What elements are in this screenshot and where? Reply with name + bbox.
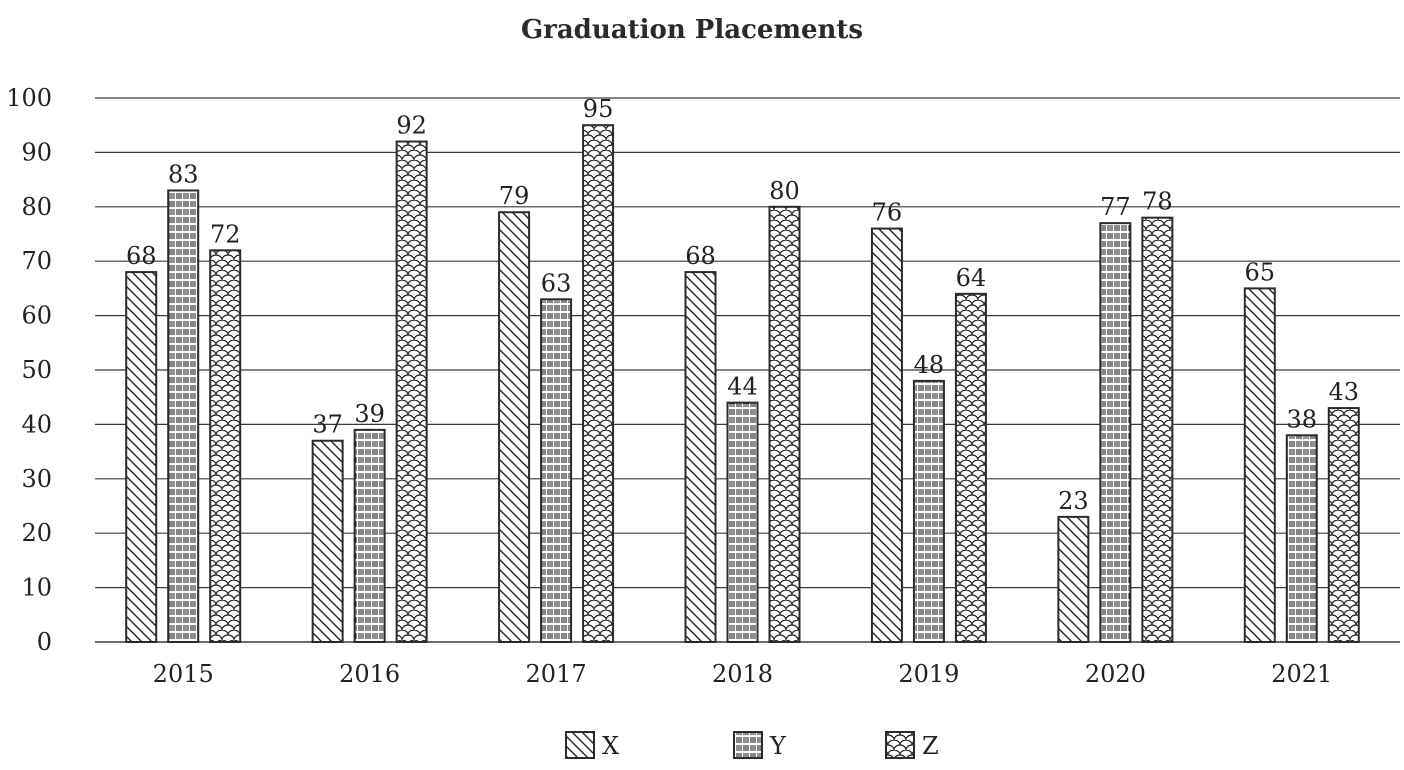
data-label: 38 [1287,405,1318,433]
bar-Y-2017 [540,298,573,643]
bar-Z-2015 [209,249,242,643]
legend-label-X: X [602,732,619,760]
data-label: 68 [685,242,716,270]
legend-swatch-Z [885,731,915,759]
legend-swatch-Y [733,731,763,759]
data-label: 43 [1329,378,1360,406]
bar-X-2018 [684,271,717,643]
bar-Z-2016 [395,140,428,644]
y-tick-label: 10 [21,574,52,602]
y-tick-label: 100 [6,84,52,112]
bar-Y-2015 [167,189,200,643]
bar-Y-2018 [726,401,759,644]
data-label: 95 [583,95,614,123]
x-axis: 2015 2016 2017 2018 2019 2020 2021 [153,660,1333,688]
data-label: 76 [872,199,903,227]
bar-X-2021 [1243,287,1276,643]
data-label: 72 [210,220,241,248]
y-tick-label: 90 [21,138,52,166]
legend-label-Y: Y [769,732,787,760]
y-tick-label: 50 [21,356,52,384]
data-label: 78 [1142,188,1173,216]
bar-Z-2017 [582,124,615,643]
y-tick-label: 40 [21,410,52,438]
data-label: 39 [354,400,385,428]
bars [125,124,1360,644]
x-tick-label: 2015 [153,660,214,688]
y-tick-label: 30 [21,465,52,493]
bar-Z-2020 [1141,216,1174,643]
bar-Z-2018 [768,205,801,644]
legend-swatch-X [565,731,595,759]
bar-Y-2021 [1285,434,1318,643]
bar-Z-2019 [954,292,987,643]
bar-Y-2016 [353,428,386,643]
data-label: 68 [126,242,157,270]
data-label: 79 [499,182,530,210]
bar-Y-2020 [1099,222,1132,643]
data-label: 44 [727,373,758,401]
data-label: 92 [396,112,427,140]
y-tick-label: 0 [37,628,52,656]
bar-Y-2019 [912,379,945,643]
data-labels: 68 83 72 37 39 92 79 63 95 68 44 80 76 48 64 23 77 78 65 38… [126,95,1359,515]
data-label: 65 [1245,258,1276,286]
y-axis: 0 10 20 30 40 50 60 70 80 90 100 [6,84,52,656]
y-tick-label: 80 [21,193,52,221]
data-label: 83 [168,160,199,188]
x-tick-label: 2020 [1085,660,1146,688]
bar-X-2017 [498,211,531,644]
legend: X Y Z [565,731,939,760]
x-tick-label: 2019 [898,660,959,688]
bar-X-2019 [870,227,903,643]
y-tick-label: 20 [21,519,52,547]
x-tick-label: 2018 [712,660,773,688]
data-label: 64 [956,264,987,292]
data-label: 80 [769,177,800,205]
data-label: 23 [1058,487,1089,515]
bar-X-2020 [1057,515,1090,644]
x-tick-label: 2016 [339,660,400,688]
x-tick-label: 2021 [1271,660,1332,688]
data-label: 77 [1100,193,1131,221]
y-tick-label: 70 [21,247,52,275]
data-label: 48 [914,351,945,379]
bar-X-2015 [125,271,158,643]
y-tick-label: 60 [21,302,52,330]
chart-title: Graduation Placements [521,15,863,45]
data-label: 37 [312,411,343,439]
bar-X-2016 [311,439,344,643]
legend-label-Z: Z [922,732,939,760]
x-tick-label: 2017 [526,660,587,688]
bar-Z-2021 [1327,407,1360,643]
data-label: 63 [541,269,572,297]
